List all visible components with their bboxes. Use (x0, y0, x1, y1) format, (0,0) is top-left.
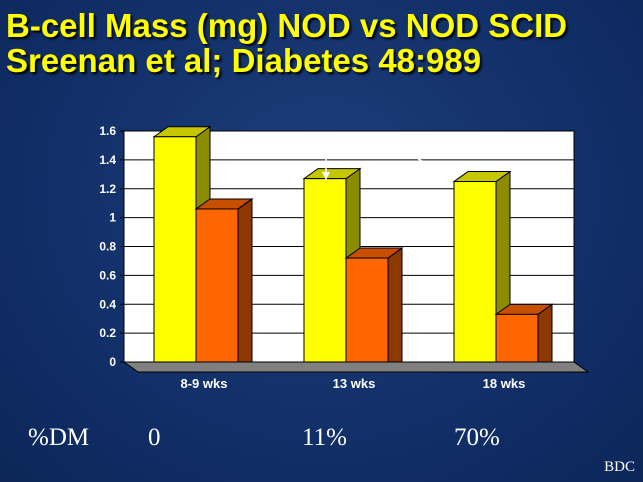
bar-nod-scid-18-wks (453, 181, 497, 363)
arrow-to-8-9-wks-head (226, 144, 234, 152)
bar-side-nod-13-wks (387, 247, 403, 363)
arrow-to-13-wks-head (322, 172, 330, 180)
annotation-nod: NOD (522, 276, 562, 295)
bar-nod-13-wks (345, 257, 389, 363)
y-tick-label: 1.4 (99, 153, 116, 167)
dm-value-13-wks: 11% (302, 424, 347, 451)
y-tick-label: 0.4 (99, 297, 116, 311)
y-tick-label: 0.6 (99, 268, 116, 282)
title-line-2: Sreenan et al; Diabetes 48:989 (6, 42, 482, 79)
y-tick-label: 1 (109, 211, 116, 225)
chart-floor (122, 361, 590, 373)
y-tick-label: 1.6 (99, 124, 116, 138)
bar-nod-scid-13-wks (303, 178, 347, 363)
arrow-to-18-wks-head (436, 166, 445, 174)
dm-label: %DM (28, 424, 90, 451)
dm-value-8-9-wks: 0 (148, 424, 161, 451)
x-tick-label: 18 wks (483, 376, 526, 391)
y-tick-label: 0.8 (99, 240, 116, 254)
bar-nod-scid-8-9-wks (153, 136, 197, 363)
bar-side-nod-8-9-wks (237, 197, 253, 363)
title-line-1: B-cell Mass (mg) NOD vs NOD SCID (6, 7, 568, 44)
x-tick-label: 13 wks (333, 376, 376, 391)
bar-nod-8-9-wks (195, 208, 239, 363)
bar-nod-18-wks (495, 313, 539, 363)
x-tick-label: 8-9 wks (181, 376, 228, 391)
dm-value-18-wks: 70% (454, 424, 500, 451)
y-tick-label: 0 (109, 355, 116, 369)
y-tick-label: 0.2 (99, 326, 116, 340)
bar-chart: 0 0.2 0.4 0.6 0.8 1 1.2 1.4 1.6 8-9 wks 13 wks 18 w… (99, 124, 590, 391)
slide-title: B-cell Mass (mg) NOD vs NOD SCID Sreenan… (6, 8, 567, 78)
diabetes-rate-row: %DM 0 11% 70% (0, 424, 643, 464)
annotation-nod-scid: NOD SCID (292, 138, 380, 157)
footer-credit: BDC (604, 459, 635, 475)
y-tick-label: 1.2 (99, 182, 116, 196)
